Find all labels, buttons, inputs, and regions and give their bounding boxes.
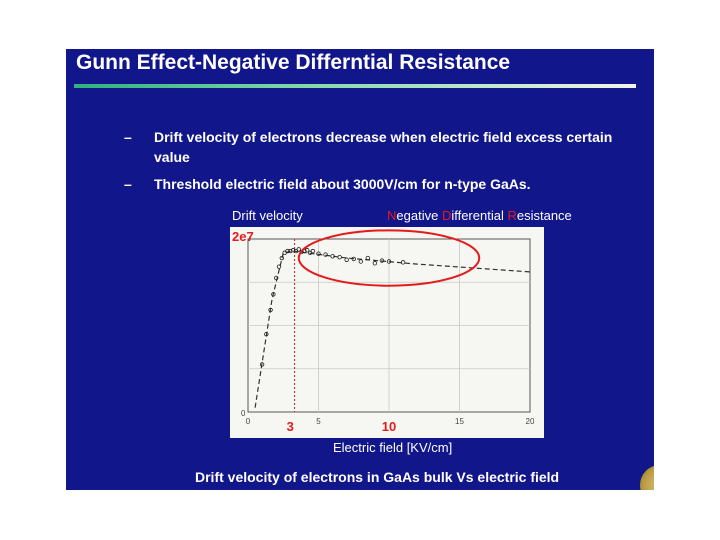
data-point bbox=[358, 259, 363, 264]
data-point bbox=[310, 248, 316, 254]
data-point bbox=[386, 259, 392, 264]
bullet-item: – Drift velocity of electrons decrease w… bbox=[124, 127, 648, 167]
plot-area: 2e7 0 0 5 15 20 3 10 bbox=[230, 227, 544, 438]
y-axis-label: Drift velocity bbox=[232, 208, 303, 223]
x-tick-label: 0 bbox=[246, 417, 251, 426]
data-point bbox=[290, 248, 296, 253]
slide-title: Gunn Effect-Negative Differntial Resista… bbox=[76, 51, 511, 74]
data-point bbox=[285, 248, 290, 254]
data-point bbox=[259, 362, 265, 367]
title-underline bbox=[74, 84, 636, 88]
data-point bbox=[264, 331, 269, 337]
data-point bbox=[344, 257, 349, 262]
x-tick-label: 15 bbox=[455, 417, 464, 426]
fit-line bbox=[254, 250, 531, 408]
data-point bbox=[372, 261, 378, 266]
x-tick-label: 5 bbox=[316, 417, 321, 426]
data-point bbox=[288, 248, 293, 254]
data-point bbox=[274, 275, 279, 281]
chart-svg: 2e7 00 5 15 20 3 10 bbox=[232, 229, 535, 434]
x-axis-label: Electric field [KV/cm] bbox=[333, 440, 453, 455]
university-seal-icon bbox=[640, 465, 654, 490]
data-point bbox=[379, 258, 385, 263]
y-tick-label: 2e7 bbox=[232, 229, 254, 244]
bullet-text: Drift velocity of electrons decrease whe… bbox=[154, 129, 613, 165]
data-point bbox=[296, 247, 301, 252]
ndr-ellipse bbox=[297, 229, 481, 287]
x-tick-label: 20 bbox=[526, 417, 535, 426]
data-point bbox=[279, 255, 285, 261]
bullet-dash: – bbox=[124, 129, 132, 145]
data-point bbox=[330, 254, 335, 259]
bullet-item: – Threshold electric field about 3000V/c… bbox=[124, 174, 648, 194]
data-point bbox=[337, 254, 342, 260]
figure-caption: Drift velocity of electrons in GaAs bulk… bbox=[195, 469, 560, 485]
slide: Gunn Effect-Negative Differntial Resista… bbox=[66, 49, 654, 490]
ndr-annotation: Negative Differential Resistance bbox=[387, 208, 572, 223]
data-point bbox=[400, 260, 406, 265]
data-point bbox=[351, 256, 356, 262]
data-point bbox=[305, 248, 310, 253]
data-point bbox=[271, 292, 276, 297]
data-point bbox=[276, 264, 282, 269]
data-point bbox=[268, 307, 273, 313]
x-tick-highlight: 3 bbox=[287, 419, 294, 434]
data-point bbox=[365, 255, 371, 261]
x-tick-highlight: 10 bbox=[382, 419, 396, 434]
y-tick-label: 0 bbox=[241, 409, 246, 418]
data-point bbox=[323, 252, 328, 257]
bullet-text: Threshold electric field about 3000V/cm … bbox=[154, 176, 531, 192]
data-point bbox=[316, 251, 321, 256]
bullet-dash: – bbox=[124, 176, 132, 192]
